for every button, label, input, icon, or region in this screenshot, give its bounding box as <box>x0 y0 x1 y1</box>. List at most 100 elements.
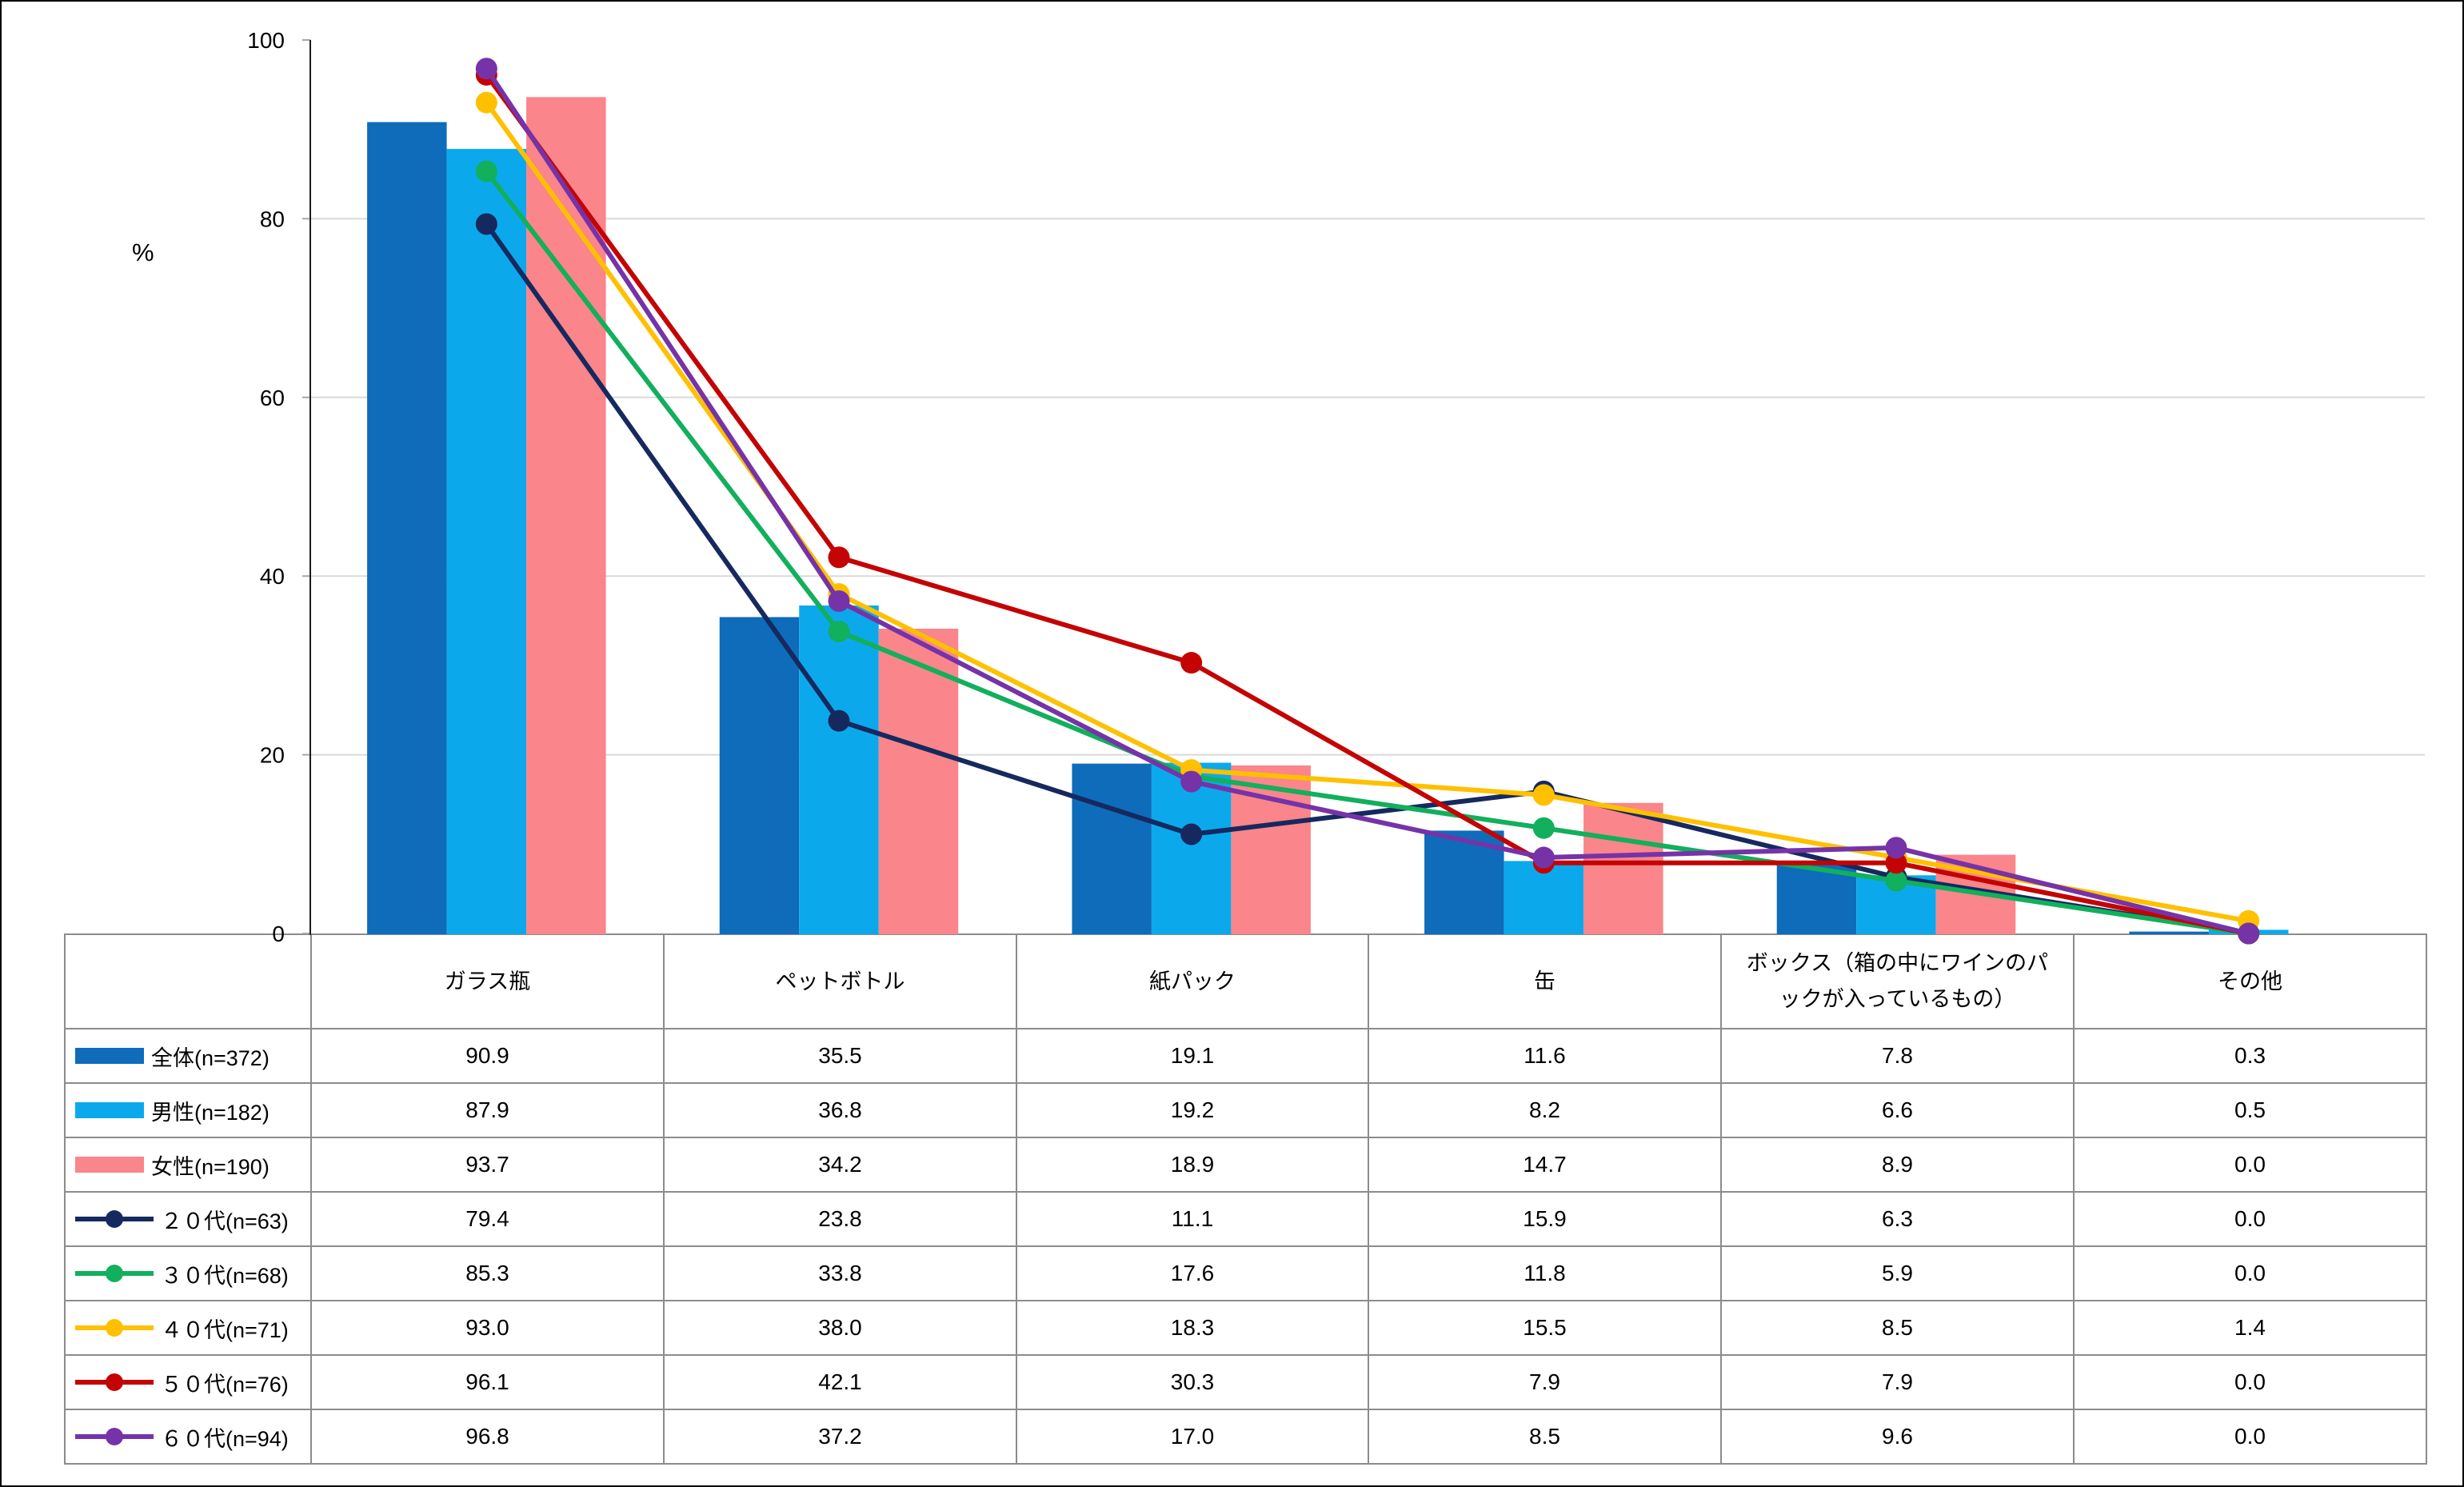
marker <box>1180 652 1203 674</box>
value-cell: 37.2 <box>663 1409 1017 1465</box>
line-series <box>484 66 2251 936</box>
marker <box>1532 784 1555 806</box>
value-cell: 14.7 <box>1368 1137 1722 1193</box>
legend-line-marker-icon <box>75 1373 154 1391</box>
value-cell: 35.5 <box>663 1028 1017 1084</box>
table-row: 男性(n=182) 87.9 36.8 19.2 8.2 6.6 0.5 <box>64 1082 2427 1138</box>
table-row: ３０代(n=68) 85.3 33.8 17.6 11.8 5.9 0.0 <box>64 1245 2427 1301</box>
category-header-cell: ガラス瓶 <box>310 933 665 1029</box>
series-label-cell: 全体(n=372) <box>64 1028 312 1084</box>
value-cell: 7.8 <box>1720 1028 2075 1084</box>
series-name: ６０代(n=94) <box>161 1426 289 1451</box>
value-cell: 17.0 <box>1016 1409 1369 1465</box>
series-label-cell: 女性(n=190) <box>64 1137 312 1193</box>
legend-dot-icon <box>106 1319 123 1337</box>
bar <box>1231 765 1311 934</box>
marker <box>475 91 497 114</box>
value-cell: 8.5 <box>1720 1300 2075 1356</box>
series-name: ３０代(n=68) <box>161 1263 289 1288</box>
marker <box>1180 759 1203 781</box>
bar <box>1583 802 1663 934</box>
y-tick-label: 20 <box>260 743 285 768</box>
bar <box>1935 854 2016 934</box>
table-row: 全体(n=372) 90.9 35.5 19.1 11.6 7.8 0.3 <box>64 1028 2427 1084</box>
value-cell: 0.3 <box>2073 1028 2427 1084</box>
marker <box>475 160 497 182</box>
value-cell: 8.2 <box>1368 1082 1722 1138</box>
bar <box>1072 763 1152 934</box>
line-series <box>484 169 2251 936</box>
value-cell: 5.9 <box>1720 1245 2075 1301</box>
series-legend: 全体(n=372) <box>75 1041 309 1072</box>
series-legend: ４０代(n=71) <box>75 1313 309 1344</box>
legend-line-marker-icon <box>75 1319 154 1337</box>
value-cell: 11.1 <box>1016 1191 1369 1247</box>
value-cell: 42.1 <box>663 1354 1017 1410</box>
value-cell: 23.8 <box>663 1191 1017 1247</box>
value-cell: 19.1 <box>1016 1028 1369 1084</box>
table-row: ５０代(n=76) 96.1 42.1 30.3 7.9 7.9 0.0 <box>64 1354 2427 1410</box>
value-cell: 0.0 <box>2073 1409 2427 1465</box>
marker <box>1180 823 1203 845</box>
value-cell: 93.7 <box>310 1137 665 1193</box>
marker <box>475 64 497 86</box>
table-row: 女性(n=190) 93.7 34.2 18.9 14.7 8.9 0.0 <box>64 1137 2427 1193</box>
value-cell: 7.9 <box>1720 1354 2075 1410</box>
bar <box>526 97 606 935</box>
value-cell: 1.4 <box>2073 1300 2427 1356</box>
marker <box>1885 846 1907 869</box>
table-row: ６０代(n=94) 96.8 37.2 17.0 8.5 9.6 0.0 <box>64 1409 2427 1465</box>
value-cell: 96.8 <box>310 1409 665 1465</box>
value-cell: 0.5 <box>2073 1082 2427 1138</box>
marker <box>1532 780 1555 802</box>
value-cell: 93.0 <box>310 1300 665 1356</box>
marker <box>1885 837 1907 859</box>
bar <box>367 122 447 935</box>
series-label-cell: 男性(n=182) <box>64 1082 312 1138</box>
series-name: ２０代(n=63) <box>161 1209 289 1233</box>
marker <box>1180 770 1203 793</box>
value-cell: 9.6 <box>1720 1409 2075 1465</box>
series-label-cell: ４０代(n=71) <box>64 1300 312 1356</box>
value-cell: 85.3 <box>310 1245 665 1301</box>
line-series <box>484 222 2251 936</box>
category-header-cell: 缶 <box>1368 933 1722 1029</box>
value-cell: 8.9 <box>1720 1137 2075 1193</box>
value-cell: 0.0 <box>2073 1245 2427 1301</box>
line-series <box>484 72 2251 936</box>
series-legend: ５０代(n=76) <box>75 1367 309 1398</box>
legend-line-marker-icon <box>75 1265 154 1282</box>
series-legend: ２０代(n=63) <box>75 1204 309 1235</box>
value-cell: 18.3 <box>1016 1300 1369 1356</box>
series-label-cell: ３０代(n=68) <box>64 1245 312 1301</box>
value-cell: 6.3 <box>1720 1191 2075 1247</box>
series-legend: ３０代(n=68) <box>75 1258 309 1289</box>
series-name: 全体(n=372) <box>151 1045 270 1070</box>
value-cell: 90.9 <box>310 1028 665 1084</box>
series-label-cell: ６０代(n=94) <box>64 1409 312 1465</box>
legend-dot-icon <box>106 1210 123 1228</box>
value-cell: 87.9 <box>310 1082 665 1138</box>
series-label-cell: ５０代(n=76) <box>64 1354 312 1410</box>
marker <box>1180 765 1203 787</box>
bar <box>1424 830 1504 934</box>
value-cell: 7.9 <box>1368 1354 1722 1410</box>
category-header-cell: ボックス（箱の中にワインのパックが入っているもの） <box>1720 933 2075 1029</box>
bar <box>1856 875 1936 934</box>
line-series <box>484 100 2251 924</box>
y-tick-label: 100 <box>247 28 285 53</box>
value-cell: 11.8 <box>1368 1245 1722 1301</box>
value-cell: 15.9 <box>1368 1191 1722 1247</box>
table-header-row: ガラス瓶 ペットボトル 紙パック缶ボックス（箱の中にワインのパックが入っているもの）… <box>64 933 2427 1029</box>
table-row: ２０代(n=63) 79.4 23.8 11.1 15.9 6.3 0.0 <box>64 1191 2427 1247</box>
legend-bar-swatch-icon <box>75 1048 144 1064</box>
value-cell: 17.6 <box>1016 1245 1369 1301</box>
data-table: ガラス瓶 ペットボトル 紙パック缶ボックス（箱の中にワインのパックが入っているもの）… <box>64 933 2427 1465</box>
series-name: ５０代(n=76) <box>161 1372 289 1397</box>
legend-bar-swatch-icon <box>75 1102 144 1118</box>
value-cell: 36.8 <box>663 1082 1017 1138</box>
value-cell: 33.8 <box>663 1245 1017 1301</box>
marker <box>828 583 850 606</box>
